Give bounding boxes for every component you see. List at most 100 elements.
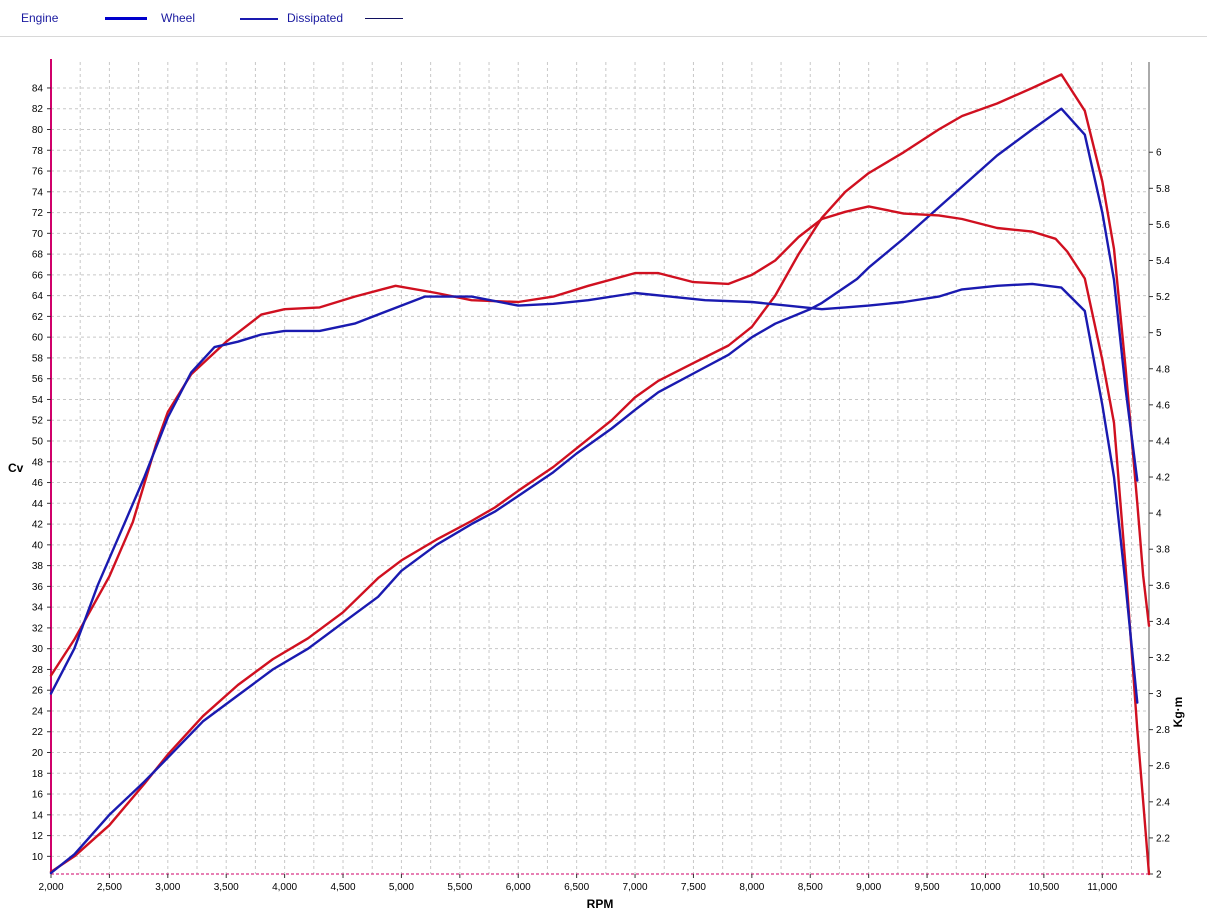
x-tick-label: 10,500 xyxy=(1029,882,1060,893)
left-tick-label: 12 xyxy=(32,831,44,842)
right-tick-label: 2.8 xyxy=(1156,725,1170,736)
x-tick-label: 3,500 xyxy=(214,882,239,893)
right-tick-label: 4 xyxy=(1156,509,1162,520)
right-axis-title: Kg·m xyxy=(1171,697,1185,728)
left-tick-label: 46 xyxy=(32,478,44,489)
left-tick-label: 54 xyxy=(32,395,44,406)
x-tick-label: 11,000 xyxy=(1087,882,1117,893)
right-tick-label: 5.2 xyxy=(1156,292,1170,303)
right-tick-label: 6 xyxy=(1156,148,1162,159)
left-tick-label: 34 xyxy=(32,603,44,614)
series-lines xyxy=(49,73,1151,876)
left-tick-label: 62 xyxy=(32,312,44,323)
right-tick-label: 4.4 xyxy=(1156,436,1170,447)
left-tick-label: 52 xyxy=(32,416,44,427)
x-tick-label: 9,500 xyxy=(915,882,940,893)
left-tick-label: 82 xyxy=(32,104,44,115)
right-tick-label: 5.4 xyxy=(1156,256,1170,267)
left-tick-label: 68 xyxy=(32,250,44,261)
left-tick-label: 50 xyxy=(32,437,44,448)
legend: Engine Wheel Dissipated xyxy=(0,0,1207,36)
legend-engine-swatch xyxy=(105,17,147,20)
left-tick-label: 30 xyxy=(32,644,44,655)
left-tick-label: 58 xyxy=(32,353,44,364)
x-tick-label: 9,000 xyxy=(856,882,881,893)
x-tick-label: 2,000 xyxy=(38,882,63,893)
x-tick-label: 7,000 xyxy=(623,882,648,893)
x-tick-label: 6,500 xyxy=(564,882,589,893)
axes xyxy=(50,59,1150,875)
x-tick-label: 6,000 xyxy=(506,882,531,893)
left-tick-label: 38 xyxy=(32,561,44,572)
left-tick-label: 40 xyxy=(32,540,44,551)
right-tick-label: 3.2 xyxy=(1156,653,1170,664)
left-tick-label: 60 xyxy=(32,333,44,344)
left-tick-label: 76 xyxy=(32,167,44,178)
x-tick-label: 5,500 xyxy=(447,882,472,893)
left-tick-label: 66 xyxy=(32,270,44,281)
right-tick-label: 2.2 xyxy=(1156,833,1170,844)
left-tick-label: 44 xyxy=(32,499,44,510)
right-tick-label: 4.8 xyxy=(1156,364,1170,375)
x-tick-label: 7,500 xyxy=(681,882,706,893)
x-axis-title: RPM xyxy=(587,897,614,911)
x-tick-label: 8,500 xyxy=(798,882,823,893)
left-tick-label: 18 xyxy=(32,769,44,780)
legend-dissipated-swatch xyxy=(365,18,403,19)
left-tick-label: 56 xyxy=(32,374,44,385)
x-tick-label: 4,500 xyxy=(331,882,356,893)
grid xyxy=(50,62,1149,874)
right-tick-label: 3.8 xyxy=(1156,545,1170,556)
x-tick-label: 5,000 xyxy=(389,882,414,893)
left-tick-label: 32 xyxy=(32,623,44,634)
x-tick-label: 3,000 xyxy=(155,882,180,893)
right-tick-label: 2 xyxy=(1156,870,1162,881)
left-tick-label: 20 xyxy=(32,748,44,759)
left-tick-label: 22 xyxy=(32,727,44,738)
left-tick-label: 64 xyxy=(32,291,44,302)
x-tick-label: 10,000 xyxy=(970,882,1001,893)
left-tick-label: 26 xyxy=(32,686,44,697)
left-axis-ticks: 10 12 14 16 18 20 22 24 26 28 30 32 34 36 38 40 42 44 46 48… xyxy=(32,83,51,863)
legend-dissipated-label: Dissipated xyxy=(287,11,344,25)
x-tick-label: 8,000 xyxy=(739,882,764,893)
left-tick-label: 24 xyxy=(32,706,44,717)
left-tick-label: 80 xyxy=(32,125,44,136)
left-axis-title: Cv xyxy=(8,461,24,475)
left-tick-label: 48 xyxy=(32,457,44,468)
left-tick-label: 10 xyxy=(32,852,44,863)
left-tick-label: 74 xyxy=(32,187,44,198)
left-tick-label: 16 xyxy=(32,790,44,801)
right-tick-label: 5.8 xyxy=(1156,184,1170,195)
power-blue-line xyxy=(49,107,1139,875)
left-tick-label: 36 xyxy=(32,582,44,593)
left-tick-label: 42 xyxy=(32,520,44,531)
left-tick-label: 14 xyxy=(32,810,44,821)
power-red-line xyxy=(49,73,1151,874)
right-tick-label: 4.2 xyxy=(1156,473,1170,484)
right-tick-label: 4.6 xyxy=(1156,400,1170,411)
right-axis-ticks: 2 2.2 2.4 2.6 2.8 3 3.2 3.4 3.6 3.8 4 4.2 4.4 4.6 4.8 5… xyxy=(1149,148,1170,881)
legend-engine-label: Engine xyxy=(21,11,59,25)
legend-wheel-swatch xyxy=(240,18,278,20)
right-tick-label: 2.6 xyxy=(1156,761,1170,772)
left-tick-label: 70 xyxy=(32,229,44,240)
left-tick-label: 84 xyxy=(32,83,44,94)
x-tick-label: 2,500 xyxy=(97,882,122,893)
right-tick-label: 5.6 xyxy=(1156,220,1170,231)
legend-wheel-label: Wheel xyxy=(161,11,196,25)
left-tick-label: 78 xyxy=(32,146,44,157)
legend-divider xyxy=(0,36,1207,37)
x-axis-ticks: 2,000 2,500 3,000 3,500 4,000 4,500 5,000 5,500… xyxy=(38,874,1118,893)
torque-blue-line xyxy=(49,282,1139,704)
right-tick-label: 3.4 xyxy=(1156,617,1170,628)
right-tick-label: 3 xyxy=(1156,689,1162,700)
left-tick-label: 28 xyxy=(32,665,44,676)
left-tick-label: 72 xyxy=(32,208,44,219)
right-tick-label: 2.4 xyxy=(1156,797,1170,808)
right-tick-label: 3.6 xyxy=(1156,581,1170,592)
torque-red-line xyxy=(49,205,1151,876)
x-tick-label: 4,000 xyxy=(272,882,297,893)
